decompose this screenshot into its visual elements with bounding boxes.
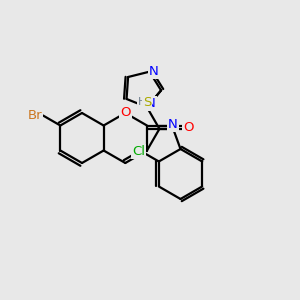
Text: Br: Br (28, 109, 42, 122)
Text: S: S (143, 96, 151, 109)
Text: N: N (148, 65, 158, 78)
Text: O: O (183, 121, 194, 134)
Text: H: H (138, 97, 146, 107)
Text: N: N (168, 118, 178, 131)
Text: Cl: Cl (132, 145, 145, 158)
Text: N: N (146, 97, 156, 110)
Text: O: O (120, 106, 130, 118)
